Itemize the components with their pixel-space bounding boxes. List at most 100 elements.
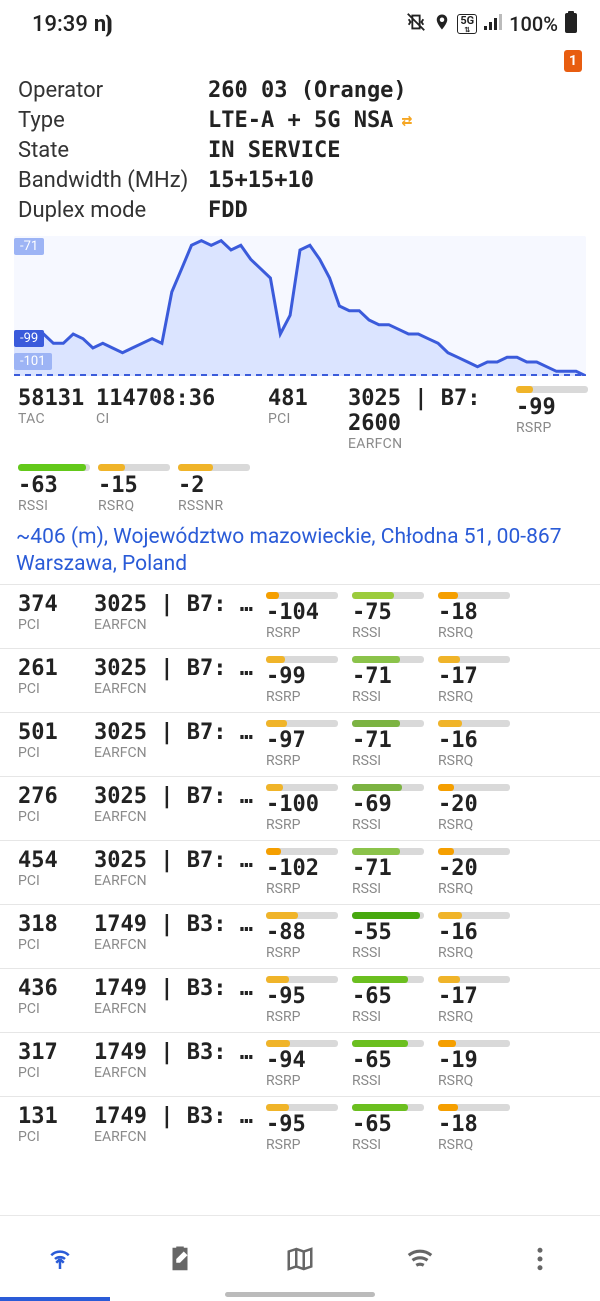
metric-earfcn: 3025 | B7: 2600EARFCN [344,384,512,458]
primary-metrics: 58131TAC114708:36CI481PCI3025 | B7: 2600… [0,382,600,460]
cell-pci: 317PCI [14,1039,90,1082]
type-label: Type [18,106,208,136]
bottom-nav [0,1215,600,1301]
cell-pci: 261PCI [14,655,90,698]
cell-rsrp: -97RSRP [262,719,348,770]
nav-wifi[interactable] [360,1228,480,1290]
nav-log[interactable] [120,1228,240,1290]
signal-icon [483,12,503,37]
cell-pci: 454PCI [14,847,90,890]
metric-rsrq: -15RSRQ [94,462,174,520]
cell-earfcn: 3025 | B7: 2600EARFCN [90,783,262,826]
cell-row[interactable]: 501PCI 3025 | B7: 2600EARFCN -97RSRP -71… [0,712,600,776]
cell-row[interactable]: 131PCI 1749 | B3: 18...EARFCN -95RSRP -6… [0,1096,600,1160]
cell-rsrp: -100RSRP [262,783,348,834]
cell-pci: 131PCI [14,1103,90,1146]
cell-rssi: -65RSSI [348,975,434,1026]
cell-rssi: -65RSSI [348,1039,434,1090]
location-icon [433,11,451,38]
cell-earfcn: 1749 | B3: 18...EARFCN [90,911,262,954]
cell-rsrq: -19RSRQ [434,1039,520,1090]
cell-earfcn: 1749 | B3: 18...EARFCN [90,1039,262,1082]
cell-row[interactable]: 261PCI 3025 | B7: 2600EARFCN -99RSRP -71… [0,648,600,712]
cell-earfcn: 3025 | B7: 2600EARFCN [90,719,262,762]
nav-more[interactable] [480,1228,600,1290]
cell-row[interactable]: 374PCI 3025 | B7: 2600EARFCN -104RSRP -7… [0,584,600,648]
cell-row[interactable]: 317PCI 1749 | B3: 18...EARFCN -94RSRP -6… [0,1032,600,1096]
bandwidth-value: 15+15+10 [208,166,314,196]
cell-rsrq: -16RSRQ [434,719,520,770]
nav-indicator [0,1297,110,1301]
duplex-value: FDD [208,196,248,226]
secondary-metrics: -63RSSI-15RSRQ-2RSSNR [0,460,600,522]
cell-rsrp: -94RSRP [262,1039,348,1090]
bandwidth-label: Bandwidth (MHz) [18,166,208,196]
cell-rsrq: -16RSRQ [434,911,520,962]
cell-pci: 501PCI [14,719,90,762]
cell-rssi: -71RSSI [348,719,434,770]
nav-map[interactable] [240,1228,360,1290]
chart-cur-label: -99 [14,330,44,347]
5g-icon: 5G⇅ [457,14,477,34]
operator-value: 260 03 (Orange) [208,76,407,106]
cell-pci: 436PCI [14,975,90,1018]
cell-pci: 374PCI [14,591,90,634]
battery-text: 100% [509,12,558,36]
cell-rsrp: -95RSRP [262,975,348,1026]
cell-rsrq: -17RSRQ [434,655,520,706]
metric-pci: 481PCI [264,384,344,458]
swap-icon: ⇄ [401,106,412,136]
cell-rsrq: -20RSRQ [434,847,520,898]
sim-badge: 1 [0,44,600,72]
cell-row[interactable]: 436PCI 1749 | B3: 18...EARFCN -95RSRP -6… [0,968,600,1032]
cell-rsrq: -18RSRQ [434,591,520,642]
neighbor-cells[interactable]: 374PCI 3025 | B7: 2600EARFCN -104RSRP -7… [0,584,600,1160]
cell-pci: 276PCI [14,783,90,826]
cell-row[interactable]: 276PCI 3025 | B7: 2600EARFCN -100RSRP -6… [0,776,600,840]
operator-label: Operator [18,76,208,106]
cell-earfcn: 3025 | B7: 2600EARFCN [90,847,262,890]
cell-rsrp: -95RSRP [262,1103,348,1154]
gesture-bar[interactable] [225,1292,375,1297]
battery-icon [564,11,578,38]
cell-rssi: -71RSSI [348,655,434,706]
cell-earfcn: 1749 | B3: 18...EARFCN [90,1103,262,1146]
cell-earfcn: 3025 | B7: 2600EARFCN [90,591,262,634]
type-value: LTE-A + 5G NSA [208,106,393,136]
cell-rssi: -65RSSI [348,1103,434,1154]
cell-row[interactable]: 318PCI 1749 | B3: 18...EARFCN -88RSRP -5… [0,904,600,968]
cell-rssi: -69RSSI [348,783,434,834]
chart-max-label: -71 [14,238,44,255]
cell-rssi: -75RSSI [348,591,434,642]
duplex-label: Duplex mode [18,196,208,226]
cell-rsrp: -102RSRP [262,847,348,898]
cell-rsrp: -104RSRP [262,591,348,642]
cell-rssi: -71RSSI [348,847,434,898]
signal-chart[interactable]: -71 -99 -101 [14,236,586,376]
location-address[interactable]: ~406 (m), Województwo mazowieckie, Chłod… [0,522,600,584]
cell-pci: 318PCI [14,911,90,954]
cell-rsrp: -99RSRP [262,655,348,706]
metric-rsrp: -99RSRP [512,384,584,458]
cell-rsrq: -18RSRQ [434,1103,520,1154]
metric-tac: 58131TAC [14,384,92,458]
cell-rsrq: -17RSRQ [434,975,520,1026]
nav-signal[interactable] [0,1228,120,1290]
cell-earfcn: 1749 | B3: 18...EARFCN [90,975,262,1018]
state-label: State [18,136,208,166]
nfc-icon: n⦘ [94,12,112,37]
cell-earfcn: 3025 | B7: 2600EARFCN [90,655,262,698]
cell-row[interactable]: 454PCI 3025 | B7: 2600EARFCN -102RSRP -7… [0,840,600,904]
vibrate-icon [405,11,427,38]
metric-rssnr: -2RSSNR [174,462,254,520]
chart-min-label: -101 [14,353,52,370]
cell-rsrp: -88RSRP [262,911,348,962]
metric-rssi: -63RSSI [14,462,94,520]
status-bar: 19:39 n⦘ 5G⇅ 100% [0,0,600,44]
cell-rsrq: -20RSRQ [434,783,520,834]
cell-rssi: -55RSSI [348,911,434,962]
state-value: IN SERVICE [208,136,340,166]
status-time: 19:39 [32,12,88,37]
metric-ci: 114708:36CI [92,384,264,458]
network-info: Operator260 03 (Orange) TypeLTE-A + 5G N… [0,72,600,232]
